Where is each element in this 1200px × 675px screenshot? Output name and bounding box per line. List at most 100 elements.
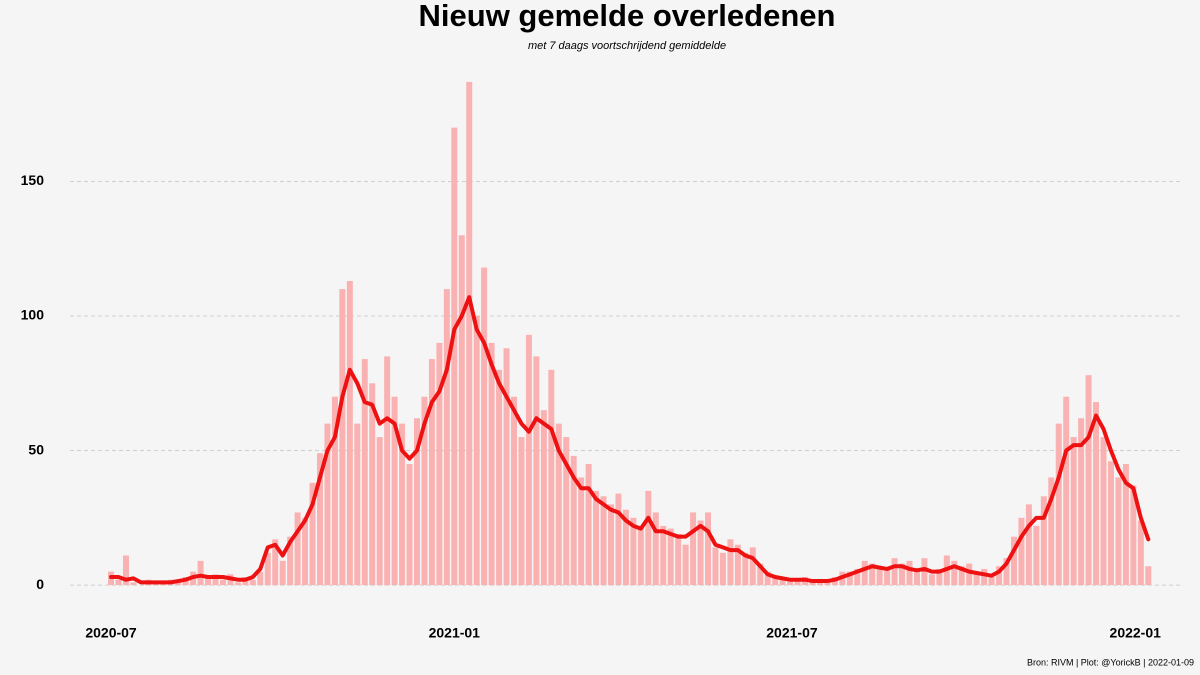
bar (749, 547, 756, 586)
bar (309, 482, 316, 586)
bar (660, 525, 667, 586)
bar (339, 289, 346, 586)
bar (279, 560, 286, 586)
bar (414, 418, 420, 586)
bar (287, 536, 294, 586)
bar (384, 356, 391, 586)
bar (503, 348, 510, 586)
y-tick-label: 150 (21, 172, 45, 188)
bar (899, 563, 906, 586)
bar (906, 560, 913, 586)
bar (533, 356, 540, 586)
bar (936, 568, 943, 586)
bar (376, 437, 383, 586)
bar (1003, 558, 1010, 586)
bar (861, 560, 868, 586)
y-tick-label: 0 (36, 576, 44, 592)
bar (406, 464, 413, 586)
bar (1130, 485, 1137, 586)
bar (175, 582, 182, 586)
bar (981, 568, 988, 586)
bar (122, 555, 129, 586)
bar (563, 437, 570, 586)
x-tick-label: 2020-07 (85, 625, 137, 641)
bar (928, 574, 935, 586)
bar (921, 558, 928, 586)
bar (1055, 423, 1062, 586)
bar (249, 579, 256, 586)
bar (734, 544, 741, 586)
bar (115, 579, 122, 586)
bar (772, 577, 779, 586)
bar (361, 359, 368, 586)
x-tick-label: 2021-01 (429, 625, 481, 641)
bar (1070, 437, 1077, 586)
bar (578, 477, 585, 586)
bar (622, 509, 629, 586)
bar (272, 539, 279, 586)
bar (869, 563, 876, 586)
bar (346, 281, 353, 586)
bar (399, 423, 406, 586)
bar (219, 579, 226, 586)
x-tick-label: 2022-01 (1110, 625, 1162, 641)
bar (205, 577, 212, 586)
bar (1107, 461, 1114, 586)
bar (518, 437, 525, 586)
bar (511, 396, 517, 586)
bar (428, 359, 435, 586)
bar (391, 396, 398, 586)
bar (951, 560, 958, 586)
bar (1033, 525, 1040, 586)
bar (264, 552, 271, 586)
bar (458, 235, 465, 586)
bar (1093, 402, 1100, 586)
bar (787, 579, 794, 586)
bar (1063, 396, 1070, 586)
bar (481, 267, 488, 586)
bar (369, 383, 376, 586)
bar (705, 512, 712, 586)
bar (1115, 477, 1122, 586)
bar (846, 571, 853, 586)
bar (324, 423, 331, 586)
bar (615, 493, 622, 586)
bar (891, 558, 898, 586)
bar (234, 582, 241, 586)
bar (966, 563, 973, 586)
bar (667, 528, 674, 586)
bar (742, 552, 749, 586)
bar (712, 547, 719, 586)
bar (585, 464, 592, 586)
bar (197, 560, 204, 586)
bar (1048, 477, 1055, 586)
bar (652, 512, 659, 586)
bar (1078, 418, 1085, 586)
bar (973, 571, 980, 586)
bar (682, 544, 689, 586)
bar (540, 410, 547, 586)
bar (1040, 496, 1047, 586)
bar (630, 517, 637, 586)
bar (645, 490, 652, 586)
chart-title: Nieuw gemelde overledenen (419, 0, 836, 33)
bar (525, 334, 532, 586)
bar (473, 316, 480, 586)
bar (443, 289, 450, 586)
y-tick-label: 50 (28, 441, 44, 457)
bar (421, 396, 428, 586)
bar (488, 342, 495, 586)
bar (608, 504, 614, 586)
bar (988, 577, 995, 586)
bar (257, 571, 264, 586)
bar (496, 369, 503, 586)
bar (331, 396, 338, 586)
bar (913, 571, 920, 586)
bar (436, 342, 443, 586)
bar (809, 582, 816, 586)
bar (854, 568, 861, 586)
bar (779, 579, 786, 586)
bar (466, 81, 473, 586)
bar (212, 574, 219, 586)
